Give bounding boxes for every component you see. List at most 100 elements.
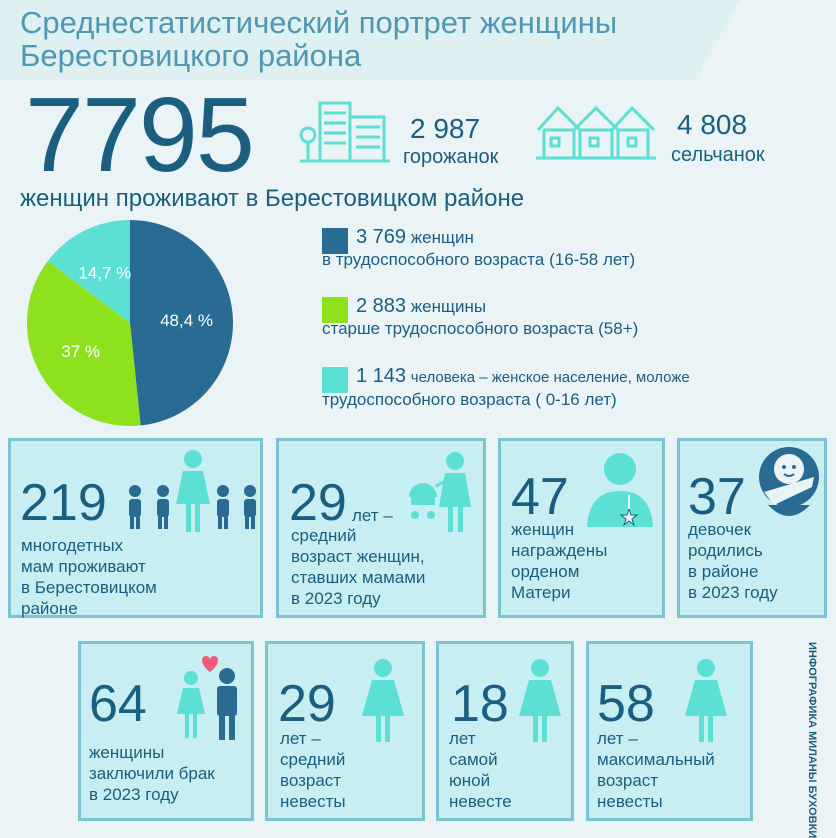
card-number: 37 — [688, 468, 746, 526]
title-band — [0, 0, 740, 80]
pie-slice-label: 37 % — [61, 342, 100, 361]
card-line: в 2023 году — [291, 589, 381, 608]
card-line: девочек — [688, 520, 752, 539]
card-line: орденом — [511, 562, 580, 581]
legend-num: 2 883 — [356, 295, 407, 317]
card-line: максимальный — [597, 750, 715, 769]
card-number: 219 — [20, 474, 107, 532]
card-line: Матери — [511, 583, 571, 602]
card-line: возраст женщин, — [291, 547, 425, 566]
card-bride-youngest: 18 лет самой юной невесте — [436, 641, 574, 821]
legend-item-working: 3 769 женщин в трудоспособного возраста … — [322, 226, 742, 276]
urban-label: горожанок — [403, 146, 499, 168]
woman-medal-icon — [585, 451, 655, 532]
card-line: юной — [449, 771, 491, 790]
card-line: ставших мамами — [291, 568, 426, 587]
bride-icon — [358, 658, 408, 748]
bride-icon — [515, 658, 565, 748]
card-text: средний возраст женщин, ставших мамами в… — [291, 525, 425, 609]
legend-item-young: 1 143 человека – женское население, моло… — [322, 365, 762, 415]
legend-swatch-cyan — [322, 367, 348, 393]
card-marriages: 64 женщины заключили брак в 2023 году — [78, 641, 254, 821]
legend-text: женщины — [410, 297, 487, 316]
author-credit: ИНФОГРАФИКА МИЛАНЫ БУХОВКИ — [806, 642, 826, 838]
rural-label: сельчанок — [671, 144, 765, 166]
card-line: средний — [280, 750, 346, 769]
credit-text: ИНФОГРАФИКА МИЛАНЫ БУХОВКИ — [806, 642, 818, 838]
card-line: в Берестовицком — [21, 578, 157, 597]
card-line: возраст — [280, 771, 342, 790]
card-text: лет – максимальный возраст невесты — [597, 728, 715, 812]
card-line: заключили брак — [89, 764, 215, 783]
card-line: в 2023 году — [89, 785, 179, 804]
card-number: 18 — [451, 675, 509, 733]
baby-icon — [754, 447, 824, 532]
city-buildings-icon — [298, 95, 393, 170]
card-number: 29 — [278, 675, 336, 733]
card-line: лет — [449, 729, 476, 748]
legend-text: человека – женское население, моложе — [410, 369, 690, 386]
couple-heart-icon — [175, 652, 245, 747]
card-line: награждены — [511, 541, 608, 560]
card-text: многодетных мам проживают в Берестовицко… — [21, 535, 157, 619]
pie-chart: 48,4 % 37 % 14,7 % — [26, 220, 234, 426]
card-line: лет – — [597, 729, 638, 748]
card-line: невесте — [449, 792, 512, 811]
title-line-1: Среднестатистический портрет женщины — [20, 5, 618, 40]
card-text: лет – средний возраст невесты — [280, 728, 346, 812]
pie-slice — [26, 260, 141, 426]
card-line: средний — [291, 526, 357, 545]
card-bride-average: 29 лет – средний возраст невесты — [265, 641, 425, 821]
legend-desc: в трудоспособного возраста (16-58 лет) — [322, 250, 636, 269]
card-line: самой — [449, 750, 498, 769]
urban-count: 2 987 — [410, 113, 481, 144]
mother-children-icon — [126, 449, 261, 539]
pie-slice-label: 14,7 % — [78, 263, 131, 282]
card-number: 29 — [289, 474, 347, 532]
total-count: 7795 — [25, 76, 255, 194]
legend-swatch-green — [322, 297, 348, 323]
legend-num: 1 143 — [356, 365, 407, 387]
legend-item-senior: 2 883 женщины старше трудоспособного воз… — [322, 295, 742, 345]
card-line: в 2023 году — [688, 583, 778, 602]
card-line: женщин — [511, 520, 575, 539]
card-line: родились — [688, 541, 763, 560]
card-line: невесты — [597, 792, 663, 811]
pie-slice-label: 48,4 % — [160, 311, 213, 330]
pie-slice — [130, 220, 234, 426]
card-line: многодетных — [21, 536, 124, 555]
page-title: Среднестатистический портрет женщины Бер… — [20, 6, 617, 72]
legend-desc: старше трудоспособного возраста (58+) — [322, 319, 639, 338]
legend-desc: трудоспособного возраста ( 0-16 лет) — [322, 390, 617, 409]
card-text: девочек родились в районе в 2023 году — [688, 519, 778, 603]
title-line-2: Берестовицкого района — [20, 38, 362, 73]
card-line: мам проживают — [21, 557, 146, 576]
legend-swatch-dark — [322, 228, 348, 254]
card-line: в районе — [688, 562, 759, 581]
card-line: женщины — [89, 743, 165, 762]
legend-text: женщин — [410, 228, 474, 247]
card-text: женщины заключили брак в 2023 году — [89, 742, 215, 805]
mother-stroller-icon — [407, 449, 477, 539]
card-girls-born: 37 девочек родились в районе в 2023 году — [677, 438, 827, 618]
card-text: лет самой юной невесте — [449, 728, 512, 812]
card-line: невесты — [280, 792, 346, 811]
card-line: возраст — [597, 771, 659, 790]
card-line: лет – — [280, 729, 321, 748]
card-mother-age: 29 лет – средний возраст женщин, ставших… — [276, 438, 486, 618]
total-caption: женщин проживают в Берестовицком районе — [20, 185, 525, 212]
card-number: 58 — [597, 675, 655, 733]
card-medal: 47 женщин награждены орденом Матери — [498, 438, 665, 618]
card-suffix: лет – — [352, 506, 393, 525]
card-text: женщин награждены орденом Матери — [511, 519, 607, 603]
card-line: районе — [21, 599, 78, 618]
card-bride-oldest: 58 лет – максимальный возраст невесты — [586, 641, 753, 821]
village-houses-icon — [536, 100, 656, 167]
pie-slice — [47, 220, 131, 323]
card-large-families: 219 многодетных мам проживают в Берестов… — [8, 438, 263, 618]
rural-count: 4 808 — [677, 109, 748, 140]
card-number: 64 — [89, 675, 147, 733]
card-number: 47 — [511, 468, 569, 526]
bride-icon — [681, 658, 731, 748]
legend-num: 3 769 — [356, 226, 407, 248]
